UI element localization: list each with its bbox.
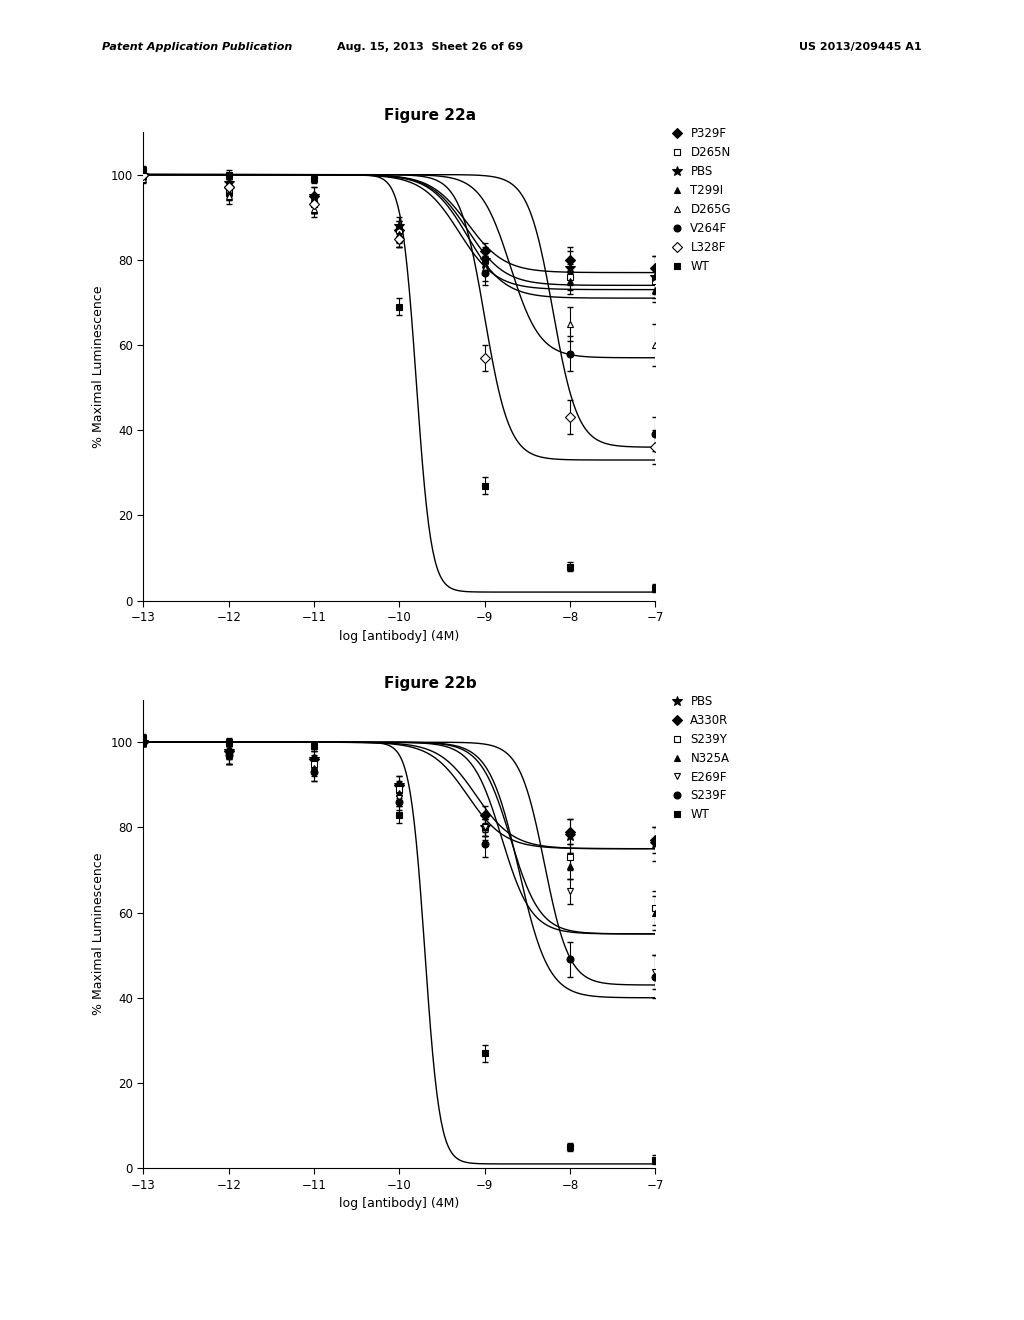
Y-axis label: % Maximal Luminescence: % Maximal Luminescence [92,853,105,1015]
Legend: P329F, D265N, PBS, T299I, D265G, V264F, L328F, WT: P329F, D265N, PBS, T299I, D265G, V264F, … [666,123,735,277]
Text: Aug. 15, 2013  Sheet 26 of 69: Aug. 15, 2013 Sheet 26 of 69 [337,42,523,53]
Legend: PBS, A330R, S239Y, N325A, E269F, S239F, WT: PBS, A330R, S239Y, N325A, E269F, S239F, … [666,690,734,826]
Text: Figure 22b: Figure 22b [384,676,476,690]
Text: Figure 22a: Figure 22a [384,108,476,123]
Text: US 2013/209445 A1: US 2013/209445 A1 [799,42,922,53]
X-axis label: log [antibody] (4M): log [antibody] (4M) [339,1197,460,1210]
Y-axis label: % Maximal Luminescence: % Maximal Luminescence [92,285,105,447]
X-axis label: log [antibody] (4M): log [antibody] (4M) [339,630,460,643]
Text: Patent Application Publication: Patent Application Publication [102,42,293,53]
